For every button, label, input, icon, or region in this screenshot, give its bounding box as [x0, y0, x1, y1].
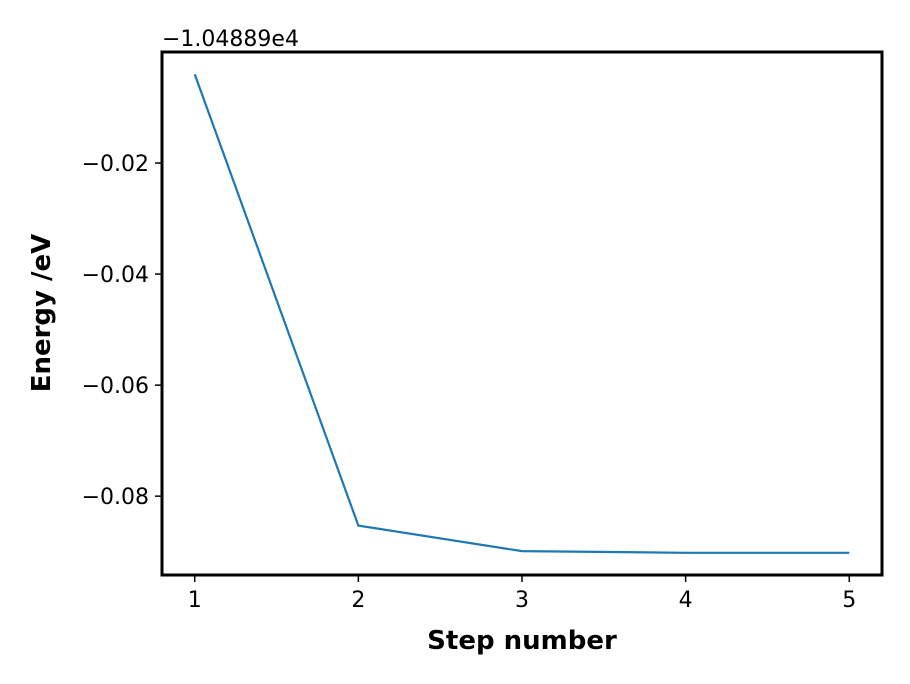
y-tick-label: −0.06 — [82, 374, 149, 399]
series-line-0 — [193, 73, 850, 554]
x-axis-ticks: 1 2 3 4 5 — [188, 575, 856, 613]
y-offset-label: −1.04889e4 — [162, 27, 299, 52]
x-axis-title: Step number — [427, 626, 617, 656]
x-tick-label: 4 — [679, 588, 693, 613]
y-tick-label: −0.04 — [82, 263, 149, 288]
y-axis-ticks: −0.02 −0.04 −0.06 −0.08 — [82, 152, 162, 510]
series-layer — [193, 73, 850, 554]
x-tick-label: 5 — [842, 588, 856, 613]
y-tick-label: −0.08 — [82, 485, 149, 510]
x-tick-label: 1 — [188, 588, 202, 613]
x-tick-label: 2 — [351, 588, 365, 613]
y-axis-title: Energy /eV — [27, 234, 57, 393]
x-tick-label: 3 — [515, 588, 529, 613]
y-tick-label: −0.02 — [82, 152, 149, 177]
